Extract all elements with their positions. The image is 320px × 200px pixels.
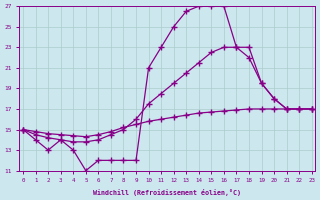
X-axis label: Windchill (Refroidissement éolien,°C): Windchill (Refroidissement éolien,°C) bbox=[93, 189, 241, 196]
